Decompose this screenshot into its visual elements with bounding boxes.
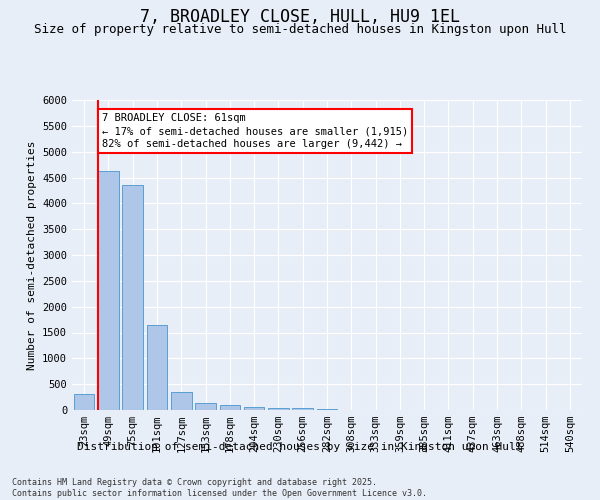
Bar — [244, 407, 265, 410]
Bar — [268, 408, 289, 410]
Bar — [195, 404, 216, 410]
Text: Contains HM Land Registry data © Crown copyright and database right 2025.
Contai: Contains HM Land Registry data © Crown c… — [12, 478, 427, 498]
Y-axis label: Number of semi-detached properties: Number of semi-detached properties — [26, 140, 37, 370]
Text: Distribution of semi-detached houses by size in Kingston upon Hull: Distribution of semi-detached houses by … — [77, 442, 523, 452]
Bar — [220, 406, 240, 410]
Text: Size of property relative to semi-detached houses in Kingston upon Hull: Size of property relative to semi-detach… — [34, 22, 566, 36]
Bar — [74, 394, 94, 410]
Bar — [146, 325, 167, 410]
Bar — [292, 408, 313, 410]
Bar — [122, 184, 143, 410]
Bar — [317, 409, 337, 410]
Text: 7, BROADLEY CLOSE, HULL, HU9 1EL: 7, BROADLEY CLOSE, HULL, HU9 1EL — [140, 8, 460, 26]
Text: 7 BROADLEY CLOSE: 61sqm
← 17% of semi-detached houses are smaller (1,915)
82% of: 7 BROADLEY CLOSE: 61sqm ← 17% of semi-de… — [102, 113, 408, 150]
Bar — [98, 172, 119, 410]
Bar — [171, 392, 191, 410]
